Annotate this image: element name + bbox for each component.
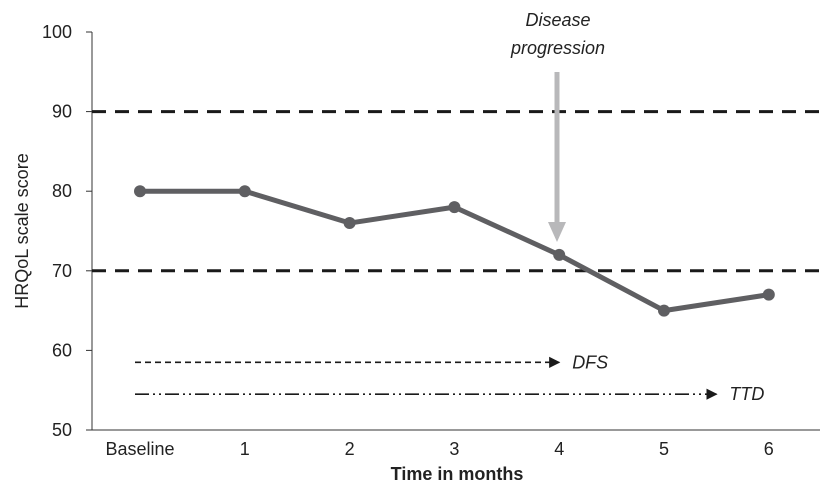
x-tick-label: Baseline (105, 439, 174, 459)
data-point (448, 201, 461, 214)
y-tick-group: 50 60 70 80 90 100 (42, 22, 92, 440)
data-point (762, 288, 775, 301)
x-tick-label: 2 (345, 439, 355, 459)
series-group (134, 185, 775, 317)
data-point (553, 248, 566, 261)
y-axis: 50 60 70 80 90 100 (42, 22, 93, 440)
x-tick-label: 5 (659, 439, 669, 459)
x-tick-label: 1 (240, 439, 250, 459)
x-tick-group: Baseline 1 2 3 4 5 6 (105, 439, 773, 459)
dfs-annotation: DFS (135, 352, 608, 372)
y-tick-label: 80 (52, 181, 72, 201)
progression-arrow-head (548, 222, 566, 242)
x-axis: Baseline 1 2 3 4 5 6 (92, 429, 820, 459)
dfs-label: DFS (572, 352, 608, 372)
ttd-annotation: TTD (135, 384, 764, 404)
annotation-disease: Disease (525, 10, 590, 30)
data-point (658, 304, 670, 317)
annotation-progression: progression (510, 38, 605, 58)
y-axis-label: HRQoL scale score (12, 153, 32, 308)
data-point (238, 185, 251, 198)
x-tick-label: 6 (764, 439, 774, 459)
progression-annotation: Disease progression (510, 10, 605, 242)
x-tick-label: 4 (554, 439, 564, 459)
data-point (343, 217, 356, 230)
y-tick-label: 90 (52, 102, 72, 122)
x-axis-label: Time in months (391, 464, 524, 484)
data-point (134, 185, 146, 198)
threshold-lines (92, 110, 820, 273)
y-tick-label: 70 (52, 261, 72, 281)
ttd-label: TTD (729, 384, 764, 404)
y-tick-label: 50 (52, 420, 72, 440)
y-tick-label: 100 (42, 22, 72, 42)
y-tick-label: 60 (52, 340, 72, 360)
x-tick-label: 3 (449, 439, 459, 459)
